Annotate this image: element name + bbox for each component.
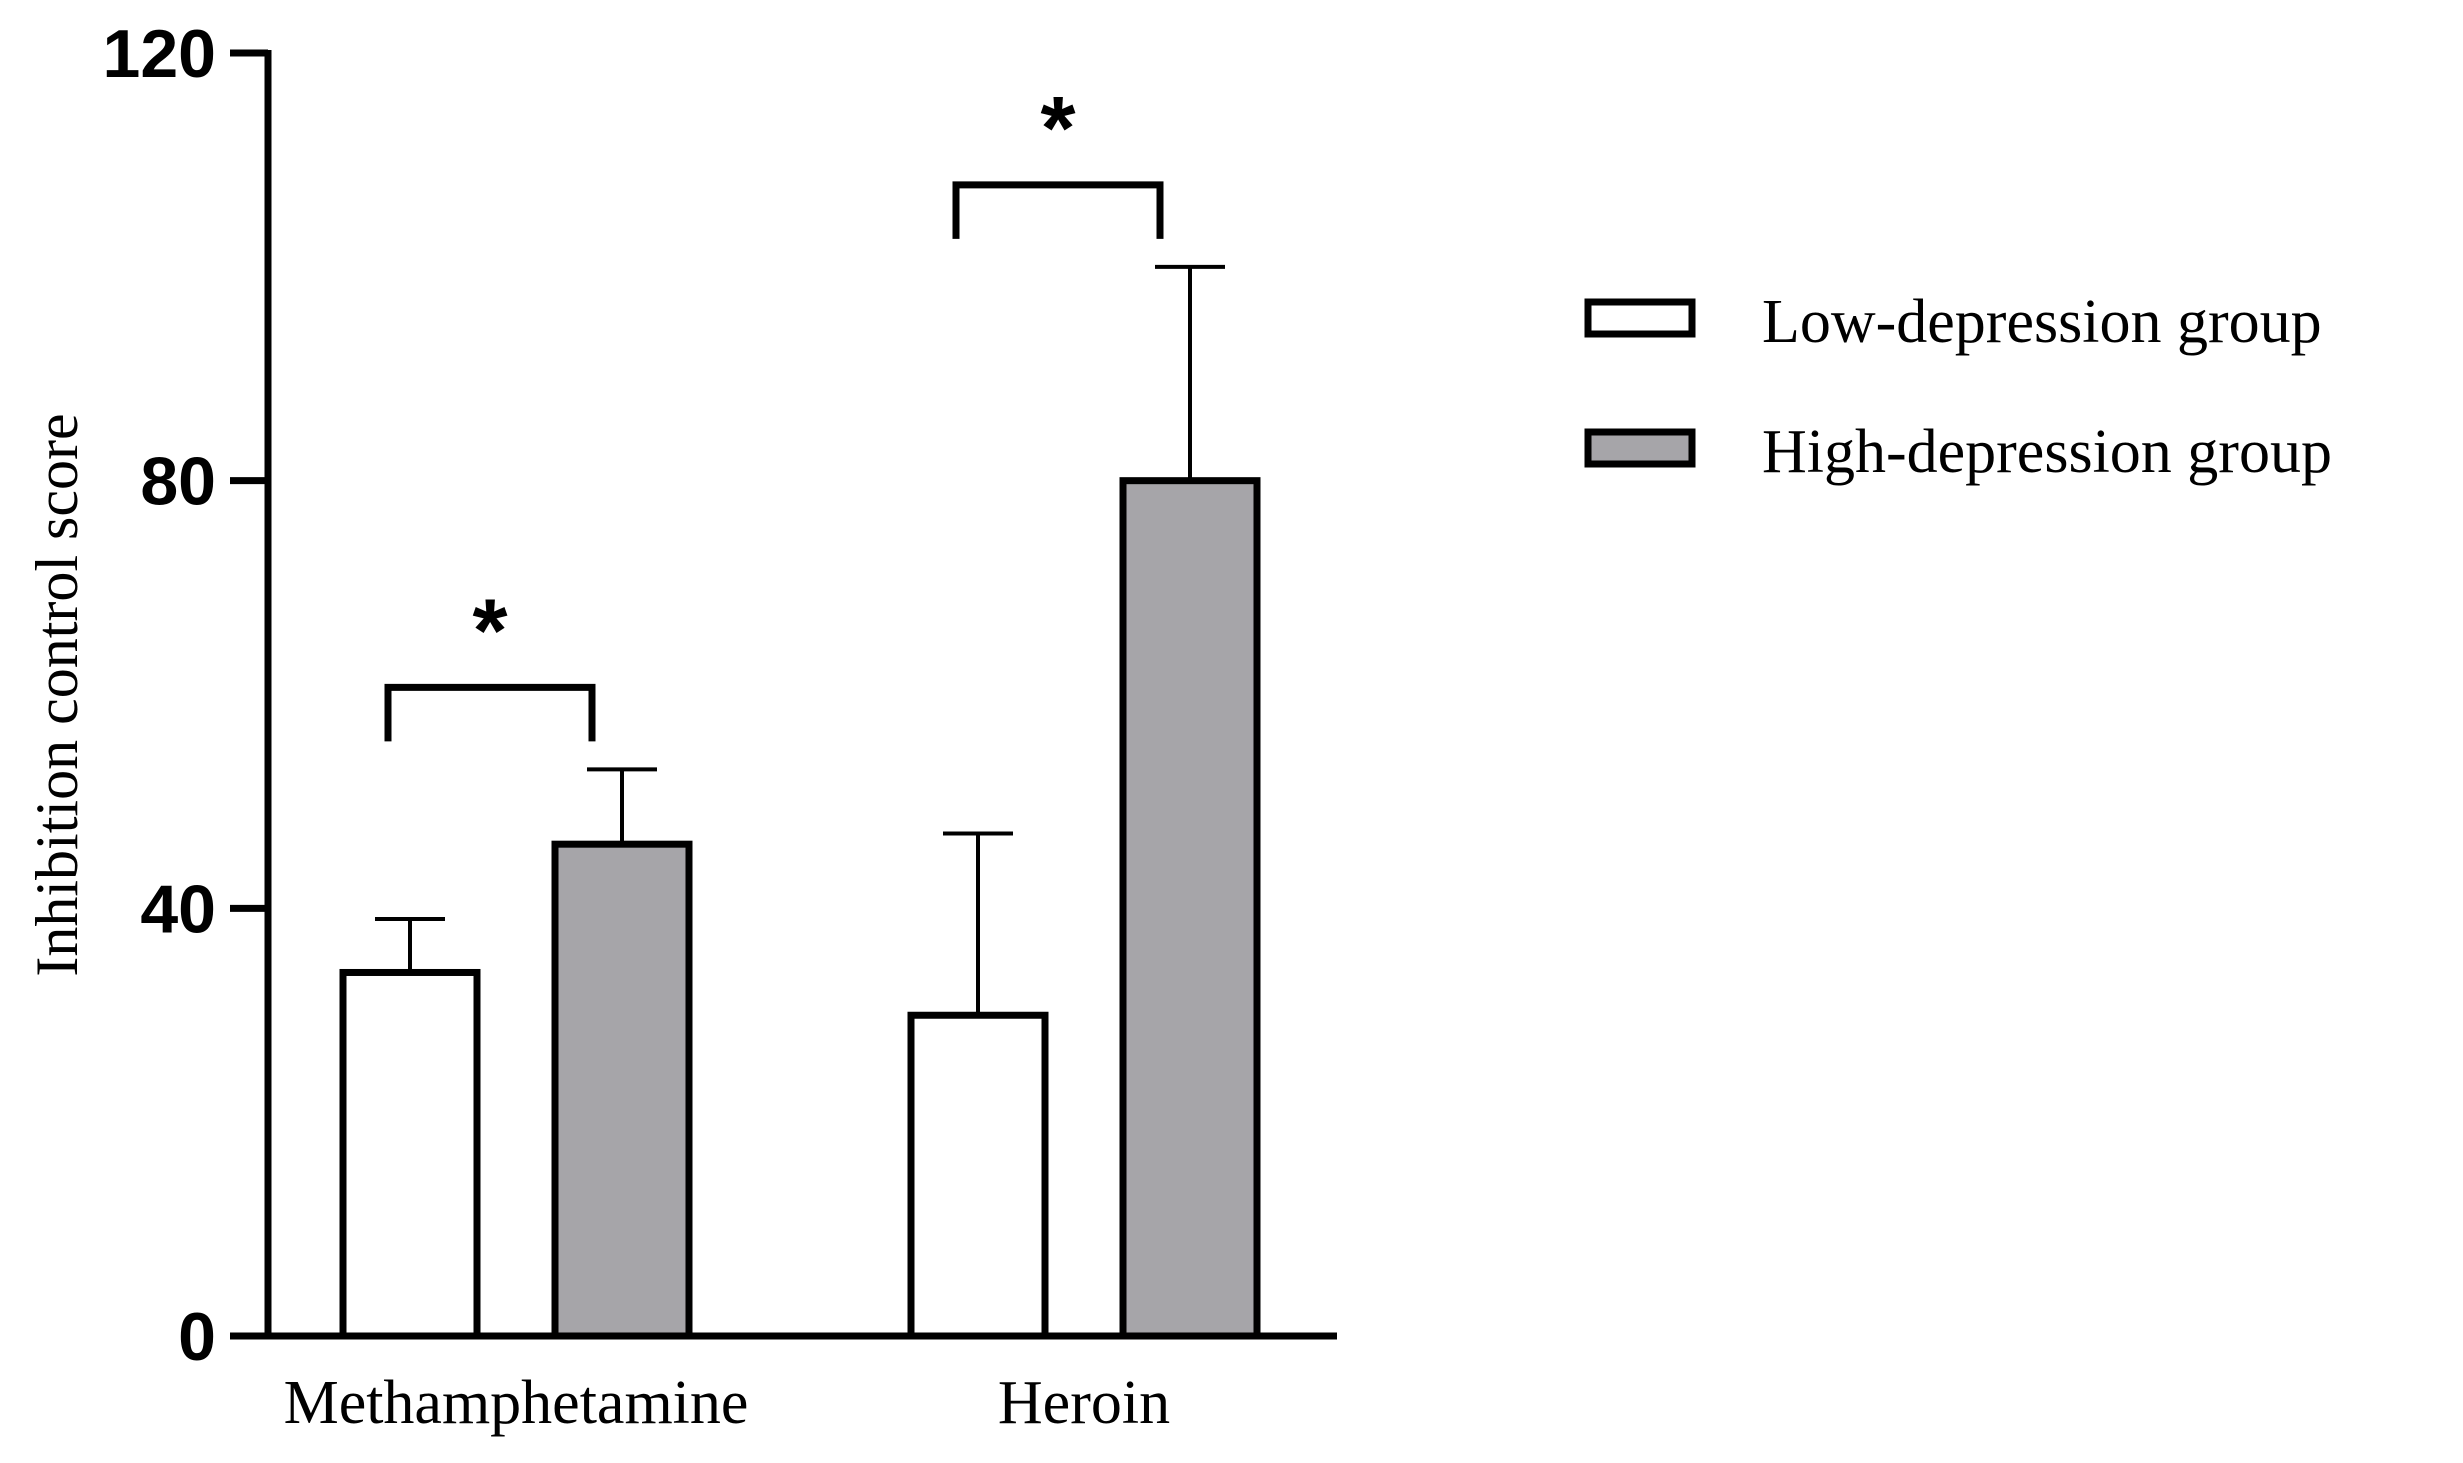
labels: 0 40 80 120 Inhibition control score Methamph… [24, 16, 1170, 1437]
y-tick-label: 0 [178, 1299, 216, 1375]
legend-label: Low-depression group [1762, 288, 2322, 356]
legend-swatch [1584, 428, 1696, 468]
significance-star: * [472, 581, 507, 681]
significance-bracket [384, 683, 596, 742]
significance-markers: ** [384, 79, 1164, 742]
x-category-label: Heroin [998, 1369, 1170, 1437]
bar-high-methamphetamine [551, 840, 693, 1340]
y-tick-label: 40 [140, 871, 216, 947]
x-category-label: Methamphetamine [284, 1369, 749, 1437]
bar-high-heroin [1119, 477, 1261, 1340]
y-tick-label: 120 [103, 16, 216, 92]
y-tick-label: 80 [140, 444, 216, 520]
legend-label: High-depression group [1762, 418, 2332, 486]
significance-star: * [1040, 79, 1075, 179]
bar-low-methamphetamine [339, 968, 481, 1340]
y-axis-title: Inhibition control score [24, 413, 90, 976]
significance-bracket [952, 181, 1164, 239]
bar-low-heroin [907, 1011, 1049, 1340]
legend-swatch [1584, 298, 1696, 338]
error-bars [375, 264, 1225, 1016]
legend: Low-depression group High-depression grou… [1584, 288, 2332, 486]
